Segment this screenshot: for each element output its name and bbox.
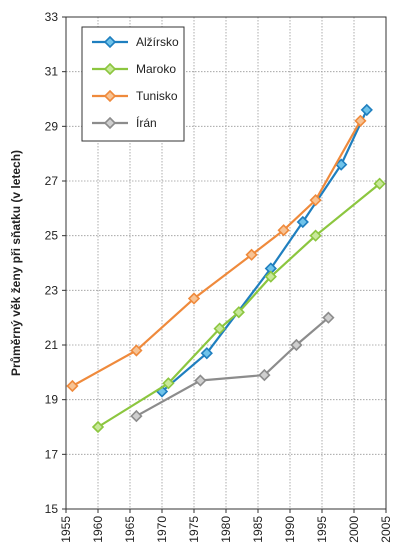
data-point xyxy=(360,103,373,117)
series-1 xyxy=(91,177,386,434)
series-line xyxy=(97,182,381,428)
data-point xyxy=(130,409,143,423)
series-3 xyxy=(130,311,335,423)
x-tick-label: 1975 xyxy=(187,516,201,543)
x-tick-label: 2000 xyxy=(347,516,361,543)
x-tick-label: 1980 xyxy=(219,516,233,543)
x-tick-label: 1985 xyxy=(251,516,265,543)
data-point xyxy=(232,306,245,319)
data-point xyxy=(200,347,213,360)
data-point xyxy=(187,292,201,305)
y-tick-label: 25 xyxy=(45,229,59,243)
data-point xyxy=(162,377,175,390)
legend: Alžírsko Maroko Tunisko Írán xyxy=(81,26,185,142)
data-point xyxy=(194,374,207,387)
x-tick-label: 1990 xyxy=(283,516,297,543)
data-point xyxy=(322,311,335,324)
data-point xyxy=(373,177,386,190)
data-point xyxy=(277,224,290,237)
series-line xyxy=(161,109,368,393)
x-tick-label: 2005 xyxy=(379,516,393,543)
y-axis-label: Průměrný věk ženy při sňatku (v letech) xyxy=(9,150,23,376)
series-0 xyxy=(155,103,373,398)
legend-swatch-marker xyxy=(103,62,117,76)
data-point xyxy=(290,338,303,352)
legend-entry: Alžírsko xyxy=(92,35,179,49)
y-axis-ticks: 15 17 19 21 23 25 27 29 31 33 xyxy=(45,10,66,516)
y-tick-label: 27 xyxy=(45,174,59,188)
x-axis-ticks: 1955 1960 1965 1970 1975 1980 1985 1990 1995 2000… xyxy=(59,509,393,543)
y-tick-label: 31 xyxy=(45,65,59,79)
data-point xyxy=(264,270,277,283)
x-tick-label: 1960 xyxy=(91,516,105,543)
series-line xyxy=(71,120,362,387)
legend-entry: Tunisko xyxy=(92,89,178,103)
data-point xyxy=(296,215,309,229)
data-point xyxy=(354,114,367,127)
data-point xyxy=(309,229,322,242)
data-point xyxy=(309,194,322,207)
data-point xyxy=(245,248,258,261)
legend-label: Alžírsko xyxy=(136,35,179,49)
legend-swatch-marker xyxy=(103,35,117,49)
series-line xyxy=(135,316,330,418)
grid-lines xyxy=(66,17,386,509)
legend-swatch-marker xyxy=(103,116,117,130)
legend-entry: Maroko xyxy=(92,62,176,76)
legend-label: Maroko xyxy=(136,62,176,76)
data-point xyxy=(91,420,105,434)
x-tick-label: 1965 xyxy=(123,516,137,543)
legend-swatch-marker xyxy=(103,89,117,103)
y-tick-label: 17 xyxy=(45,447,59,461)
data-point xyxy=(66,379,79,393)
x-tick-label: 1970 xyxy=(155,516,169,543)
y-tick-label: 29 xyxy=(45,119,59,133)
y-tick-label: 21 xyxy=(45,338,59,352)
y-tick-label: 19 xyxy=(45,393,59,407)
data-point xyxy=(258,368,271,382)
y-tick-label: 23 xyxy=(45,283,59,297)
x-tick-label: 1955 xyxy=(59,516,73,543)
legend-entry: Írán xyxy=(92,115,157,130)
data-point xyxy=(130,344,143,357)
series-group xyxy=(66,103,386,434)
y-tick-label: 15 xyxy=(45,502,59,516)
data-point xyxy=(213,322,226,335)
series-2 xyxy=(66,114,367,393)
x-tick-label: 1995 xyxy=(315,516,329,543)
legend-label: Írán xyxy=(136,115,157,130)
legend-label: Tunisko xyxy=(136,89,178,103)
y-tick-label: 33 xyxy=(45,10,59,24)
